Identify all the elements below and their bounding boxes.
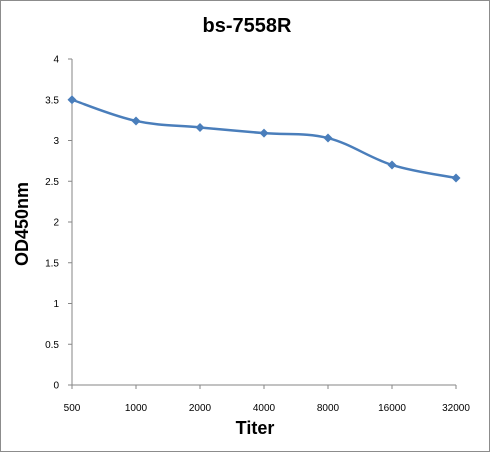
x-tick-label: 1000 [125,403,148,414]
y-tick-label: 0.5 [45,340,59,351]
y-tick-label: 1.5 [45,258,59,269]
x-tick-label: 8000 [317,403,340,414]
y-tick-label: 1 [53,299,59,310]
x-tick-label: 4000 [253,403,276,414]
y-tick-label: 4 [53,55,59,66]
x-tick-label: 32000 [442,403,470,414]
x-tick-label: 16000 [378,403,406,414]
axes [68,58,457,389]
chart-title: bs-7558R [203,15,292,37]
series-line [71,98,457,180]
x-tick-label: 500 [64,403,81,414]
series-group [67,95,461,183]
x-axis-title: Titer [236,418,275,438]
x-tick-label: 2000 [189,403,212,414]
y-tick-label: 3.5 [45,95,59,106]
data-point-marker [259,128,269,138]
x-tick-labels: 500 1000 2000 4000 8000 16000 32000 [64,403,471,414]
y-tick-label: 3 [53,136,59,147]
y-tick-label: 2 [53,218,59,229]
y-axis-title: OD450nm [12,182,32,266]
y-tick-labels: 0 0.5 1 1.5 2 2.5 3 3.5 4 [45,55,59,392]
data-point-marker [387,160,397,170]
y-tick-label: 0 [53,381,59,392]
data-point-marker [451,173,461,183]
y-tick-label: 2.5 [45,177,59,188]
data-point-marker [67,95,77,105]
data-point-marker [131,116,141,126]
data-point-marker [323,133,333,143]
data-point-marker [195,122,205,132]
